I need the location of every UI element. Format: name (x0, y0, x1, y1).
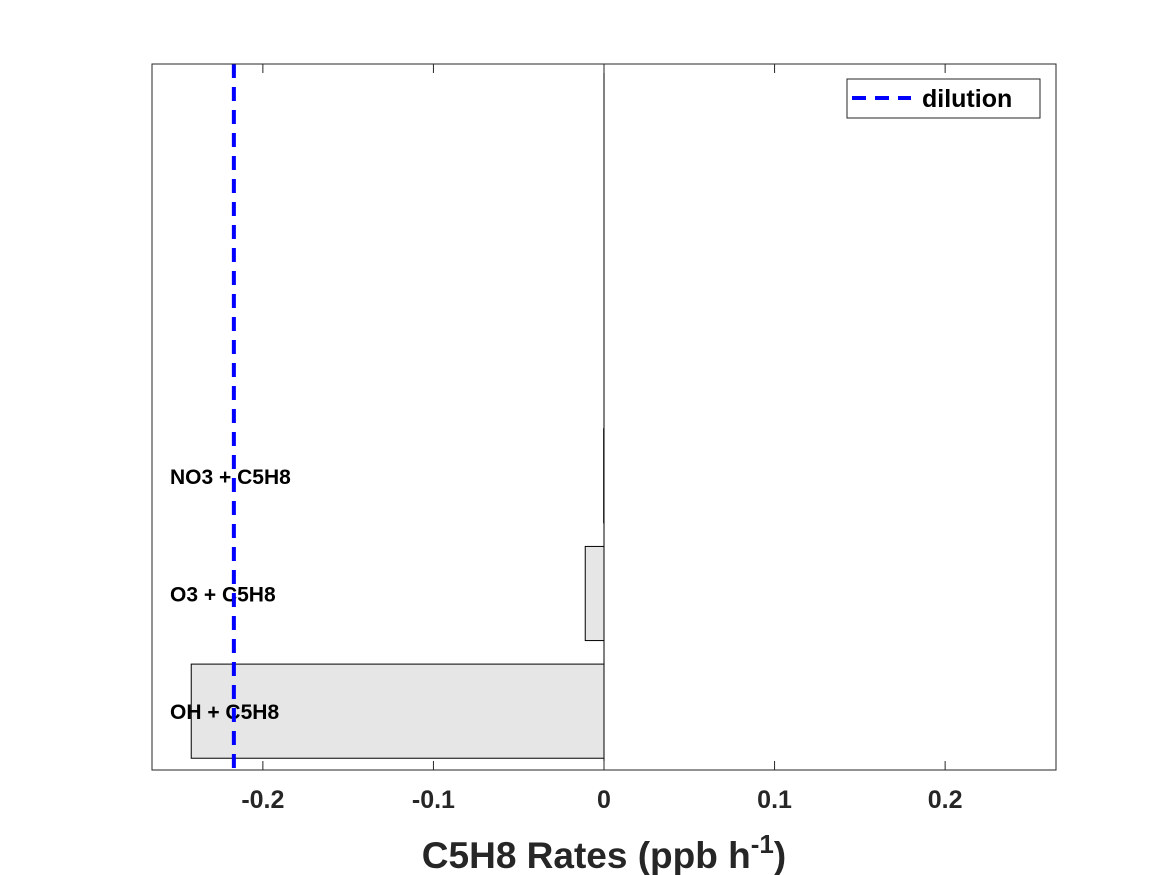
bar-0 (190, 663, 605, 759)
x-tick-labels-group: -0.2 -0.1 0 0.1 0.2 (241, 786, 962, 814)
bars-group (190, 428, 605, 759)
x-axis-title-superscript: -1 (751, 829, 774, 859)
x-tick-label-0: -0.2 (241, 786, 284, 814)
x-tick-label-2: 0 (597, 786, 611, 814)
bar-1 (584, 545, 605, 642)
legend-dilution-label: dilution (922, 85, 1012, 113)
bar-label-2: NO3 + C5H8 (170, 466, 291, 489)
x-axis-title-main: C5H8 Rates (ppb h (422, 835, 751, 875)
x-axis-title: C5H8 Rates (ppb h-1) (422, 829, 786, 875)
x-tick-label-4: 0.2 (928, 786, 963, 814)
legend: dilution (846, 78, 1041, 119)
x-ticks-group (262, 64, 946, 770)
x-tick-label-3: 0.1 (757, 786, 792, 814)
bar-labels-group: OH + C5H8 O3 + C5H8 NO3 + C5H8 (170, 466, 291, 724)
x-axis-title-close: ) (774, 835, 786, 875)
bar-label-0: OH + C5H8 (170, 701, 279, 724)
x-tick-label-1: -0.1 (412, 786, 455, 814)
bar-label-1: O3 + C5H8 (170, 584, 276, 607)
